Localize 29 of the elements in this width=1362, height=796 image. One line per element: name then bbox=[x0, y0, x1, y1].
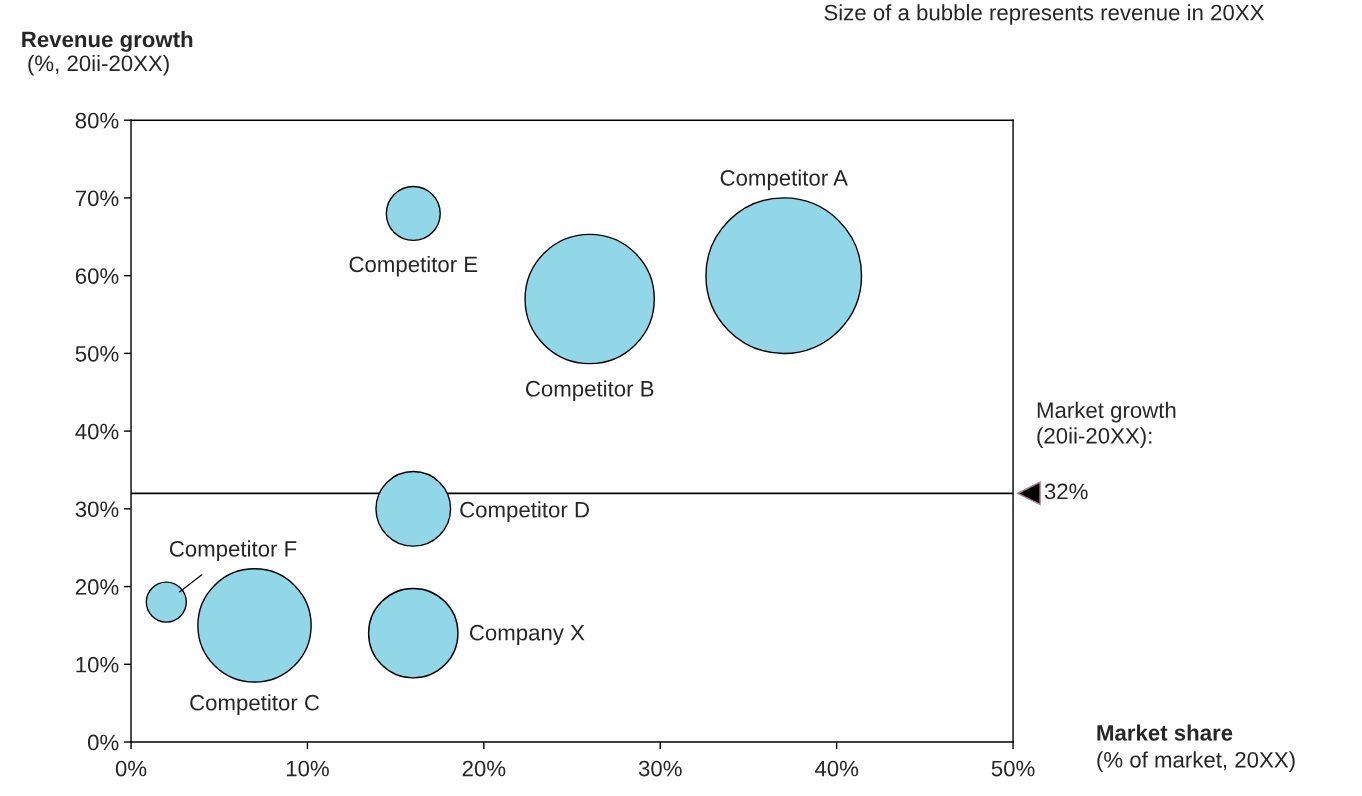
y-tick-label: 70% bbox=[75, 190, 119, 207]
y-tick-label: 50% bbox=[75, 345, 119, 362]
y-tick-label: 60% bbox=[75, 268, 119, 284]
series-label: Competitor F bbox=[169, 540, 297, 562]
x-tick-label: 30% bbox=[638, 760, 682, 777]
y-tick-label: 20% bbox=[75, 579, 119, 595]
y-tick-label: 40% bbox=[75, 423, 119, 440]
series-label: Competitor A bbox=[720, 169, 848, 191]
y-tick-label: 80% bbox=[75, 112, 119, 129]
y-tick-label: 30% bbox=[75, 501, 119, 518]
x-tick-label: 40% bbox=[814, 760, 859, 777]
series-label: Competitor B bbox=[525, 380, 654, 401]
series-label: Company X bbox=[469, 624, 585, 645]
text: Size of a bubble represents revenue in 20XX bbox=[824, 4, 1264, 25]
x-tick-label: 0% bbox=[115, 760, 147, 777]
ref-line-label: 32% bbox=[1044, 483, 1088, 500]
x-tick-label: 10% bbox=[286, 760, 329, 777]
y-tick-label: 10% bbox=[76, 656, 119, 673]
y-axis-title: Revenue growth bbox=[22, 30, 193, 52]
text: Market growth (20ii-20XX): bbox=[1037, 401, 1176, 449]
series-label: Competitor C bbox=[190, 694, 320, 715]
y-tick-label: 0% bbox=[87, 734, 119, 751]
text: (% of market, 20XX) bbox=[1097, 751, 1295, 773]
text: (%, 20ii-20XX) bbox=[28, 54, 169, 76]
series-label: Competitor D bbox=[460, 501, 589, 522]
series-label: Competitor E bbox=[349, 255, 478, 277]
x-tick-label: 50% bbox=[991, 760, 1035, 777]
x-axis-title: Market share bbox=[1097, 724, 1233, 741]
x-tick-label: 20% bbox=[462, 760, 506, 777]
